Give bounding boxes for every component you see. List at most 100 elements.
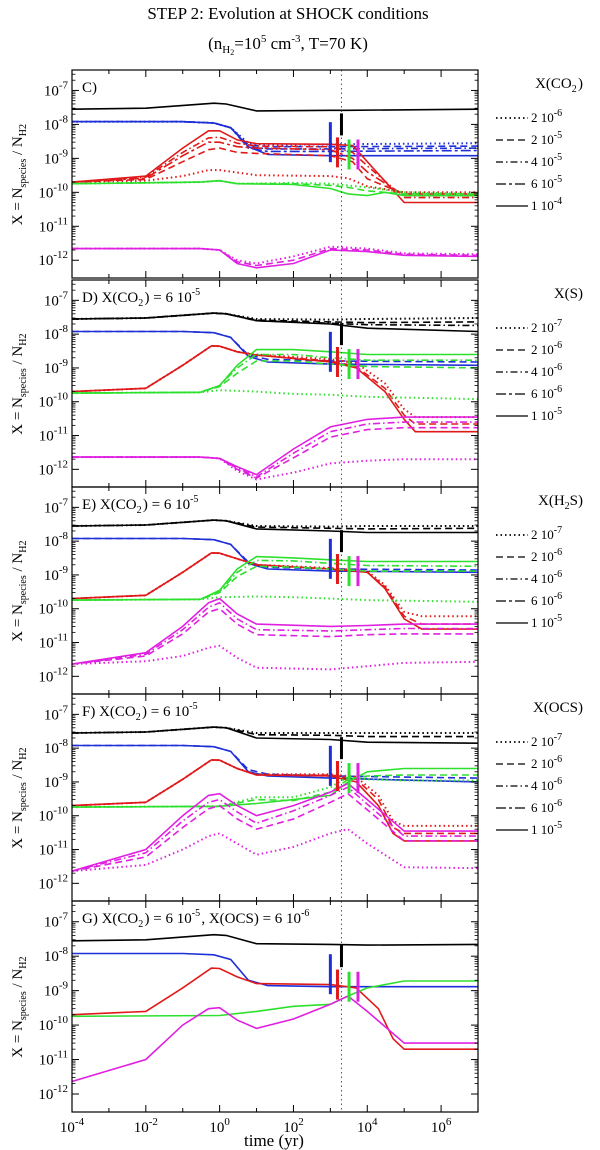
y-tick-label: 10-9 <box>44 147 69 167</box>
series-magenta-dashed-13 <box>72 792 478 872</box>
series-black-solid-0 <box>72 726 478 744</box>
series-magenta-dotted-15 <box>72 644 478 671</box>
y-tick-label: 10-10 <box>38 181 68 201</box>
series-green-dotted-13 <box>72 179 478 195</box>
series-green-dashed-12 <box>72 179 478 195</box>
series-black-dashed-2 <box>72 519 478 530</box>
panel-title: F) X(CO2 ) = 6 10-5 <box>82 701 199 723</box>
series-magenta-dashed-15 <box>72 247 478 267</box>
series-red-dashdot-7 <box>72 136 478 199</box>
series-magenta-solid-4 <box>72 995 478 1083</box>
legend-label: 4 10-5 <box>531 152 562 169</box>
plot-frame <box>71 900 479 1113</box>
series-red-dotted-8 <box>72 344 478 419</box>
series-red-dashed-9 <box>72 147 478 195</box>
legend-label: 1 10-4 <box>531 196 562 213</box>
series-magenta-solid-13 <box>72 416 478 476</box>
y-tick-label: 10-10 <box>38 1014 68 1034</box>
series-red-dotted-7 <box>72 551 478 618</box>
y-tick-label: 10-10 <box>38 598 68 618</box>
series-magenta-dashdot-13 <box>72 601 478 665</box>
series-green-dotted-11 <box>72 595 478 603</box>
y-tick-label: 10-9 <box>44 771 69 791</box>
legend-label: 4 10-6 <box>531 362 562 379</box>
legend-label: 6 10-5 <box>531 174 562 191</box>
series-black-dashed-2 <box>72 726 478 738</box>
figure-title: STEP 2: Evolution at SHOCK conditions <box>147 4 428 23</box>
series-green-dotted-12 <box>72 389 478 401</box>
series-green-dashed-11 <box>72 360 478 394</box>
y-axis-label: X = Nspecies / NH2 <box>10 332 29 435</box>
y-tick-label: 10-8 <box>44 323 69 343</box>
legend-label: 2 10-7 <box>531 525 562 542</box>
legend-label: 2 10-6 <box>531 754 562 771</box>
series-red-dotted-10 <box>72 169 478 194</box>
legend-label: 2 10-6 <box>531 340 562 357</box>
legend-label: 6 10-6 <box>531 384 562 401</box>
y-tick-label: 10-11 <box>39 425 68 445</box>
y-tick-label: 10-12 <box>38 249 68 269</box>
series-red-longdash-8 <box>72 141 478 197</box>
legend-label: 4 10-6 <box>531 569 562 586</box>
series-black-solid-0 <box>72 519 478 534</box>
y-tick-label: 10-9 <box>44 357 69 377</box>
figure-subtitle: (nH2=105 cm-3, T=70 K) <box>208 33 368 57</box>
legend-label: 2 10-7 <box>531 318 562 335</box>
series-blue-dashed-4 <box>72 744 478 779</box>
series-magenta-dashdot-12 <box>72 786 478 872</box>
x-tick-label: 10-2 <box>134 1116 158 1136</box>
panel-title: D) X(CO2 ) = 6 10-5 <box>82 287 201 309</box>
legend-label: 1 10-5 <box>531 406 562 423</box>
legend-label: 2 10-7 <box>531 732 562 749</box>
y-tick-label: 10-7 <box>44 703 69 723</box>
y-tick-label: 10-8 <box>44 945 69 965</box>
panel-e: 10-7 10-8 10-9 10-10 10-11 10-12 E) X(CO2 ) = … <box>10 486 583 695</box>
panel-title: E) X(CO2 ) = 6 10-5 <box>82 494 200 516</box>
y-tick-label: 10-11 <box>39 632 68 652</box>
x-tick-label: 104 <box>357 1116 378 1136</box>
plot-frame <box>71 279 479 488</box>
series-green-dashed-10 <box>72 565 478 601</box>
y-axis-label: X = Nspecies / NH2 <box>10 746 29 849</box>
x-axis-label: time (yr) <box>244 1131 304 1150</box>
panel-c: 10-7 10-8 10-9 10-10 10-11 10-12 C) X = Nspecie… <box>10 69 583 279</box>
series-magenta-dashed-15 <box>72 426 478 479</box>
x-tick-label: 106 <box>431 1116 452 1136</box>
y-tick-label: 10-12 <box>38 665 68 685</box>
series-green-dotted-10 <box>72 775 478 809</box>
series-red-dashed-6 <box>72 759 478 835</box>
series-blue-dashdot-4 <box>72 120 478 150</box>
series-black-dashdot-3 <box>72 312 478 327</box>
series-magenta-dashed-14 <box>72 607 478 665</box>
series-magenta-solid-14 <box>72 247 478 269</box>
legend-title: X(S) <box>554 286 583 302</box>
legend-title: X(CO2 ) <box>535 76 583 95</box>
y-tick-label: 10-9 <box>44 980 69 1000</box>
y-tick-label: 10-7 <box>44 911 69 931</box>
series-magenta-dotted-14 <box>72 828 478 873</box>
series-blue-solid-1 <box>72 952 478 988</box>
series-red-solid-5 <box>72 552 478 630</box>
y-tick-label: 10-9 <box>44 564 69 584</box>
plot-frame <box>71 69 479 279</box>
series-red-solid-2 <box>72 967 478 1050</box>
series-red-dashed-6 <box>72 552 478 625</box>
legend-title: X(OCS) <box>533 700 583 716</box>
y-axis-label: X = Nspecies / NH2 <box>10 539 29 642</box>
legend-label: 6 10-6 <box>531 798 562 815</box>
y-tick-label: 10-10 <box>38 391 68 411</box>
series-black-solid-0 <box>72 102 478 112</box>
plot-frame <box>71 693 479 902</box>
legend-label: 6 10-6 <box>531 591 562 608</box>
y-tick-label: 10-7 <box>44 79 69 99</box>
x-tick-label: 10-4 <box>60 1116 85 1136</box>
y-tick-label: 10-12 <box>38 1083 68 1103</box>
panel-g: 10-7 10-8 10-9 10-10 10-11 10-12 10-4 10-2 100 10… <box>10 900 479 1136</box>
legend-label: 2 10-6 <box>531 547 562 564</box>
y-tick-label: 10-11 <box>39 1049 68 1069</box>
y-tick-label: 10-12 <box>38 458 68 478</box>
series-blue-dotted-2 <box>72 120 478 146</box>
y-axis-label: X = Nspecies / NH2 <box>10 123 29 226</box>
y-tick-label: 10-8 <box>44 530 69 550</box>
